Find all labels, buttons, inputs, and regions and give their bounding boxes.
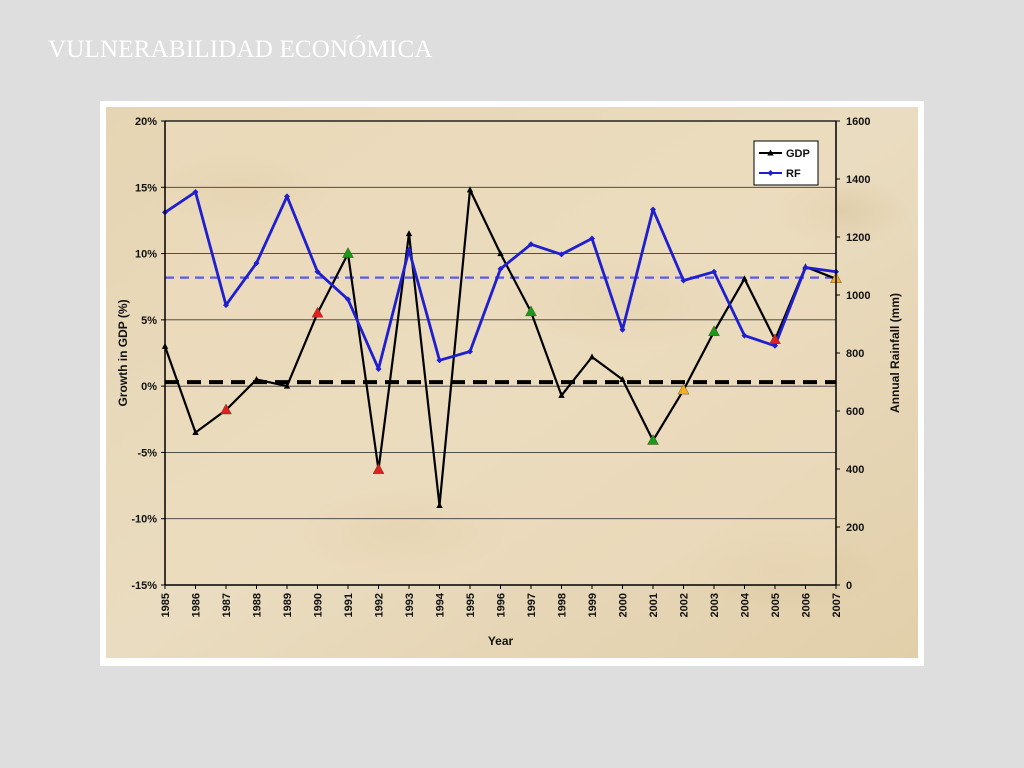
legend-label-gdp: GDP bbox=[786, 148, 810, 160]
series-point-rf bbox=[741, 332, 748, 339]
y-right-tick-label: 600 bbox=[846, 406, 864, 418]
y-left-tick-label: 5% bbox=[141, 315, 157, 327]
x-tick-label: 2003 bbox=[709, 593, 721, 617]
y-left-tick-label: 0% bbox=[141, 381, 157, 393]
chart-svg: 20% 15% 10% 5% 0% -5% -10% -15% 1600 1400 1200 1000… bbox=[106, 107, 918, 658]
series-point-gdp bbox=[436, 501, 443, 508]
series-point-rf bbox=[497, 265, 504, 272]
gdp-highlight-marker bbox=[342, 247, 354, 258]
series-point-rf bbox=[375, 365, 382, 372]
series-point-gdp bbox=[588, 353, 596, 360]
series-point-gdp bbox=[192, 429, 199, 436]
series-point-gdp bbox=[405, 230, 413, 237]
x-tick-label: 1992 bbox=[374, 593, 386, 617]
x-tick-label: 2006 bbox=[801, 593, 813, 617]
y-right-tick-label: 0 bbox=[846, 580, 852, 592]
series-point-rf bbox=[284, 193, 290, 200]
series-point-rf bbox=[772, 342, 778, 349]
legend-label-rf: RF bbox=[786, 168, 801, 180]
legend-box bbox=[753, 140, 819, 186]
y-left-tick-label: -15% bbox=[131, 580, 157, 592]
x-tick-label: 2001 bbox=[648, 593, 660, 617]
series-point-gdp bbox=[283, 382, 291, 389]
series-point-rf bbox=[711, 268, 717, 275]
x-tick-label: 2007 bbox=[831, 593, 843, 617]
series-point-gdp bbox=[253, 376, 260, 383]
series-point-rf bbox=[589, 235, 595, 242]
series-point-rf bbox=[406, 247, 412, 254]
x-tick-label: 1987 bbox=[221, 593, 233, 617]
chart-frame: 20% 15% 10% 5% 0% -5% -10% -15% 1600 1400 1200 1000… bbox=[100, 101, 924, 666]
x-tick-label: 1997 bbox=[526, 593, 538, 617]
x-tick-label: 1985 bbox=[160, 593, 172, 617]
x-tick-label: 2005 bbox=[770, 593, 782, 617]
y-right-tick-label: 1600 bbox=[846, 116, 870, 128]
y-right-tick-label: 1400 bbox=[846, 174, 870, 186]
x-tick-label: 1989 bbox=[282, 593, 294, 617]
x-axis-label: Year bbox=[488, 634, 514, 648]
series-point-rf bbox=[650, 206, 656, 213]
series-point-rf bbox=[436, 357, 443, 364]
y-left-tick-label: 10% bbox=[135, 249, 157, 261]
series-point-gdp bbox=[619, 376, 626, 383]
plot-area bbox=[165, 121, 836, 585]
legend-marker-gdp bbox=[767, 149, 774, 156]
gdp-highlight-marker bbox=[525, 305, 537, 317]
series-point-rf bbox=[314, 268, 321, 275]
series-point-rf bbox=[253, 260, 260, 267]
series-point-rf bbox=[345, 296, 351, 303]
series-point-rf bbox=[619, 326, 626, 333]
gdp-highlight-marker bbox=[769, 333, 781, 344]
gdp-highlight-marker bbox=[372, 463, 385, 474]
series-point-rf bbox=[528, 241, 534, 248]
x-tick-label: 2004 bbox=[740, 592, 752, 617]
y-left-tick-label: -5% bbox=[137, 447, 157, 459]
gdp-highlight-marker bbox=[311, 306, 324, 318]
legend-marker-rf bbox=[767, 170, 774, 176]
series-point-rf bbox=[558, 251, 565, 258]
x-tick-label: 1999 bbox=[587, 593, 599, 617]
series-point-gdp bbox=[497, 250, 504, 257]
x-tick-label: 2000 bbox=[618, 593, 630, 617]
y-left-tick-label: 20% bbox=[135, 116, 157, 128]
gdp-highlight-marker bbox=[647, 434, 659, 445]
x-tick-label: 2002 bbox=[679, 593, 691, 617]
gdp-highlight-marker bbox=[708, 325, 720, 336]
x-tick-label: 1994 bbox=[435, 592, 447, 617]
y-right-axis-label: Annual Rainfall (mm) bbox=[888, 293, 902, 413]
x-tick-label: 1991 bbox=[343, 593, 355, 617]
series-point-rf bbox=[802, 264, 809, 271]
y-right-tick-label: 200 bbox=[846, 522, 864, 534]
slide-title: VULNERABILIDAD ECONÓMICA bbox=[48, 36, 433, 63]
series-point-gdp bbox=[558, 391, 565, 398]
gdp-highlight-marker bbox=[677, 383, 690, 395]
gdp-highlight-marker bbox=[220, 403, 232, 415]
x-tick-label: 1988 bbox=[252, 593, 264, 617]
y-right-tick-label: 1000 bbox=[846, 290, 870, 302]
y-left-tick-label: -10% bbox=[131, 514, 157, 526]
y-left-axis-label: Growth in GDP (%) bbox=[116, 299, 130, 406]
series-point-rf bbox=[223, 302, 229, 309]
y-left-tick-label: 15% bbox=[135, 182, 157, 194]
series-point-rf bbox=[192, 189, 199, 196]
x-tick-label: 1995 bbox=[465, 593, 477, 617]
series-point-gdp bbox=[741, 275, 748, 282]
series-point-gdp bbox=[466, 186, 474, 193]
x-tick-label: 1993 bbox=[404, 593, 416, 617]
series-point-rf bbox=[680, 277, 687, 284]
x-tick-label: 1986 bbox=[191, 593, 203, 617]
y-right-tick-label: 400 bbox=[846, 464, 864, 476]
x-tick-label: 1998 bbox=[557, 593, 569, 617]
series-point-rf bbox=[467, 348, 473, 355]
x-tick-label: 1996 bbox=[496, 593, 508, 617]
x-tick-label: 1990 bbox=[313, 593, 325, 617]
y-right-tick-label: 800 bbox=[846, 348, 864, 360]
y-right-tick-label: 1200 bbox=[846, 232, 870, 244]
